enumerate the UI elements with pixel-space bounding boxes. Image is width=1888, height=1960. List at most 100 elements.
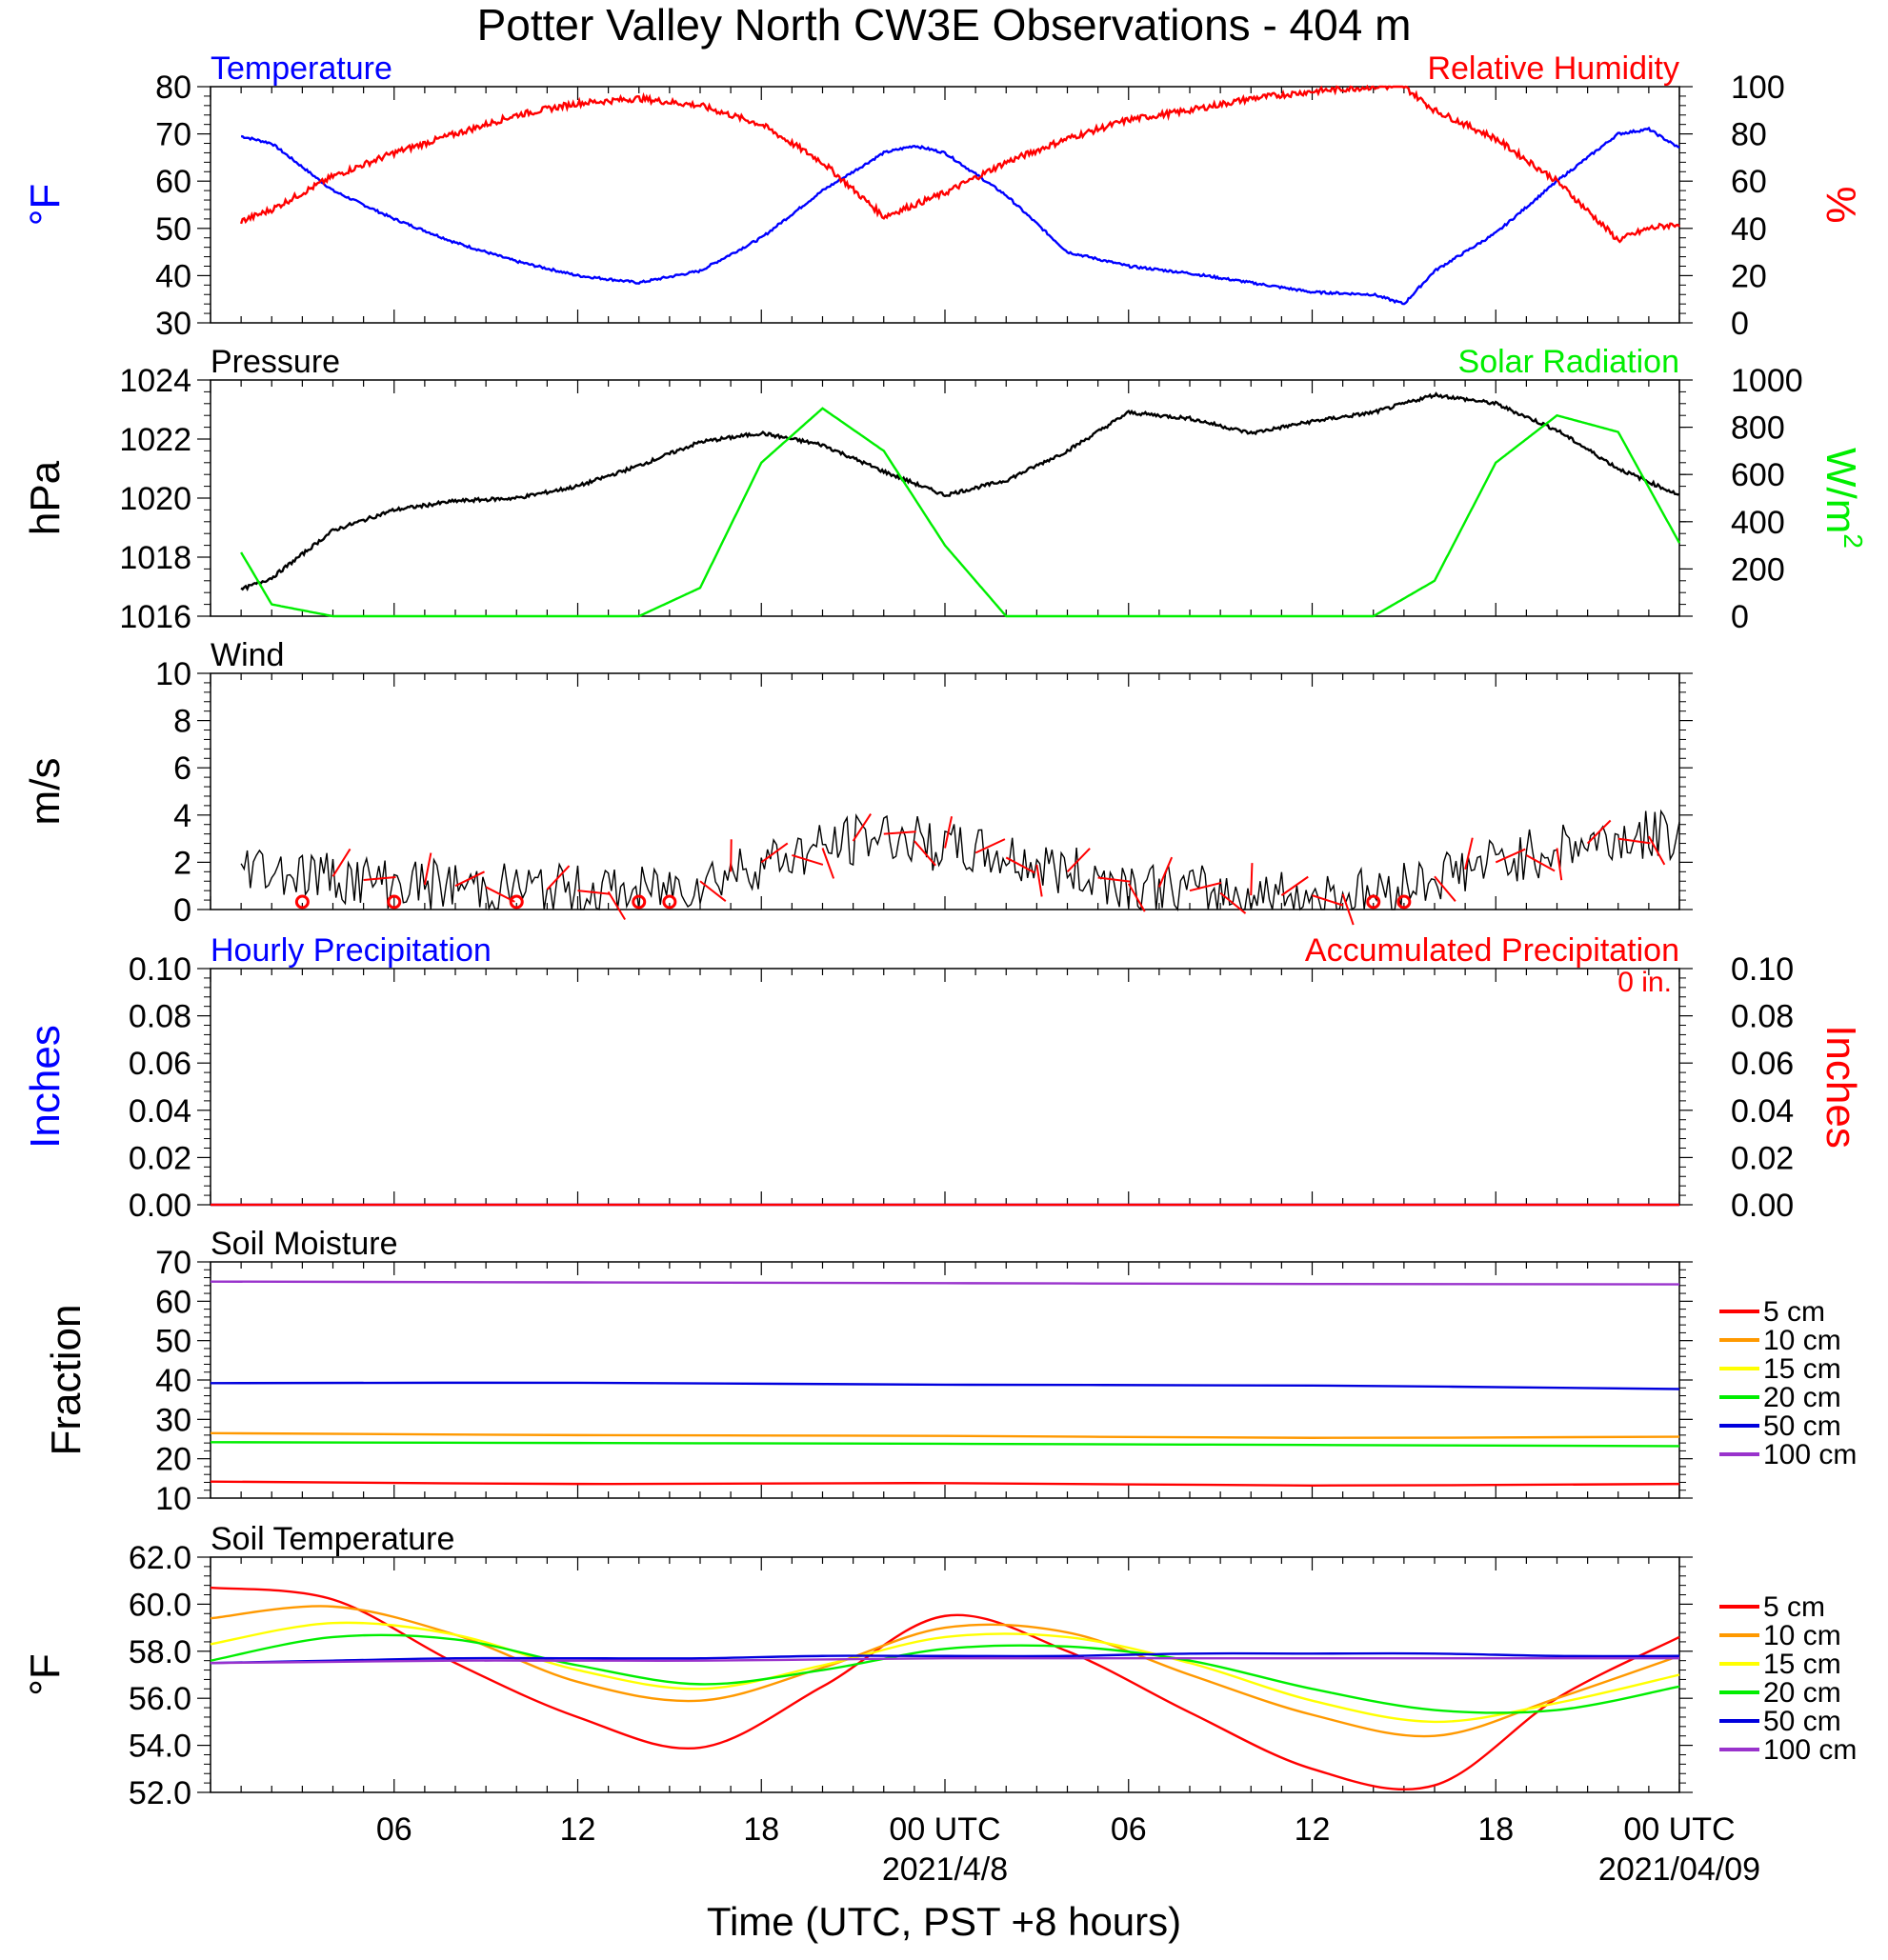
- y-axis-label-left: m/s: [22, 758, 69, 826]
- wind-barb: [1464, 837, 1474, 870]
- series-pressure: [240, 391, 1680, 592]
- series-wind-speed: [240, 809, 1680, 911]
- series-20-cm: [210, 1441, 1680, 1448]
- wind-barb: [1434, 875, 1456, 902]
- y-tick-label: 70: [155, 1245, 191, 1281]
- wind-barb: [485, 886, 515, 903]
- y-tick-label: 0.04: [129, 1093, 191, 1130]
- y-tick-label: 1016: [119, 599, 191, 635]
- wind-barb: [331, 848, 351, 877]
- panel-title-left: Wind: [211, 637, 284, 673]
- y-axis-label-left: hPa: [22, 460, 69, 535]
- series-relative-humidity: [239, 84, 1680, 244]
- wind-barb: [821, 848, 835, 879]
- wind-barb: [363, 876, 396, 881]
- calm-wind-marker: [387, 894, 402, 910]
- legend-label: 10 cm: [1763, 1620, 1841, 1651]
- y-tick-label: 0.02: [129, 1140, 191, 1176]
- y-tick-label: 70: [155, 117, 191, 153]
- y-tick-label: 10: [155, 656, 191, 692]
- panel-soil-temperature: 62.0 60.0 58.0 56.0 54.0 52.0 Soil Temperature…: [22, 1521, 1857, 1811]
- y-tick-label: 1020: [119, 481, 191, 517]
- wind-barb: [1219, 891, 1247, 914]
- panel-title-left: Soil Moisture: [211, 1226, 398, 1262]
- panel-title-right: Solar Radiation: [1458, 344, 1679, 380]
- legend-label: 10 cm: [1763, 1325, 1841, 1356]
- legend-label: 20 cm: [1763, 1677, 1841, 1709]
- x-axis-label: Time (UTC, PST +8 hours): [707, 1899, 1181, 1944]
- x-tick-label: 06: [1111, 1811, 1147, 1848]
- y-tick-label: 52.0: [129, 1775, 191, 1811]
- y-tick-label: 2: [173, 845, 191, 881]
- calm-wind-marker: [662, 894, 677, 910]
- wind-barb: [1280, 875, 1309, 896]
- wind-barb: [1495, 848, 1526, 864]
- legend-label: 50 cm: [1763, 1410, 1841, 1442]
- x-tick-label: 00 UTC: [1623, 1811, 1735, 1848]
- y-axis-label-left: °F: [22, 184, 69, 226]
- y-tick-label: 0.00: [129, 1188, 191, 1224]
- y-tick-label: 600: [1731, 457, 1785, 493]
- series-100-cm: [210, 1656, 1679, 1665]
- wind-barb: [577, 890, 611, 895]
- wind-barb: [914, 840, 936, 867]
- y-tick-label: 0.06: [129, 1046, 191, 1082]
- y-tick-label: 0.00: [1731, 1188, 1794, 1224]
- x-date-label: 2021/4/8: [882, 1851, 1008, 1888]
- x-tick-label: 06: [376, 1811, 412, 1848]
- y-tick-label: 40: [155, 258, 191, 294]
- y-tick-label: 1024: [119, 363, 191, 399]
- y-tick-label: 62.0: [129, 1540, 191, 1576]
- y-tick-label: 0.10: [129, 951, 191, 988]
- wind-barb: [1066, 848, 1091, 873]
- y-tick-label: 1018: [119, 540, 191, 576]
- wind-barb: [1035, 864, 1043, 897]
- y-tick-label: 54.0: [129, 1729, 191, 1765]
- y-tick-label: 0: [1731, 599, 1749, 635]
- y-tick-label: 0.08: [129, 999, 191, 1035]
- panel-title-left: Hourly Precipitation: [211, 932, 492, 969]
- y-tick-label: 50: [155, 1324, 191, 1360]
- y-tick-label: 800: [1731, 410, 1785, 447]
- y-tick-label: 30: [155, 1402, 191, 1438]
- x-tick-label: 00 UTC: [889, 1811, 1000, 1848]
- series-solar-radiation: [240, 407, 1681, 618]
- wind-barb: [546, 865, 571, 890]
- y-tick-label: 60.0: [129, 1587, 191, 1623]
- calm-wind-marker: [294, 894, 310, 910]
- wind-barb: [1005, 856, 1035, 874]
- series-50-cm: [210, 1381, 1680, 1390]
- y-tick-label: 0.06: [1731, 1046, 1794, 1082]
- calm-wind-marker: [1366, 894, 1381, 910]
- legend-label: 15 cm: [1763, 1353, 1841, 1385]
- legend-label: 50 cm: [1763, 1706, 1841, 1737]
- y-tick-label: 6: [173, 750, 191, 787]
- wind-barb: [852, 813, 872, 842]
- legend-label: 5 cm: [1763, 1296, 1825, 1328]
- y-tick-label: 200: [1731, 551, 1785, 588]
- panel-title-right: Accumulated Precipitation: [1305, 932, 1679, 969]
- y-tick-label: 4: [173, 798, 191, 834]
- y-tick-label: 40: [1731, 211, 1767, 248]
- y-tick-label: 60: [1731, 164, 1767, 200]
- y-tick-label: 0: [173, 892, 191, 929]
- legend-label: 20 cm: [1763, 1382, 1841, 1413]
- panel-temperature-humidity: 80 70 60 50 40 30 100 80 60 40 20 0 Temperature Relat…: [22, 50, 1864, 342]
- wind-barb: [1127, 883, 1146, 912]
- y-axis-label-right: %: [1818, 186, 1864, 223]
- panel-title-left: Soil Temperature: [211, 1521, 454, 1557]
- wind-barb: [454, 870, 485, 888]
- x-tick-label: 12: [560, 1811, 596, 1848]
- series-15-cm: [210, 1621, 1680, 1724]
- y-tick-label: 20: [1731, 258, 1767, 294]
- y-axis-label-left: Inches: [22, 1025, 69, 1149]
- accumulated-total: 0 in.: [1617, 967, 1672, 998]
- wind-barb: [1586, 819, 1612, 845]
- wind-barb: [1189, 881, 1222, 892]
- series-50-cm: [210, 1651, 1680, 1665]
- wind-barb: [883, 830, 916, 835]
- wind-barb: [1556, 848, 1563, 881]
- chart-title: Potter Valley North CW3E Observations - …: [477, 0, 1412, 50]
